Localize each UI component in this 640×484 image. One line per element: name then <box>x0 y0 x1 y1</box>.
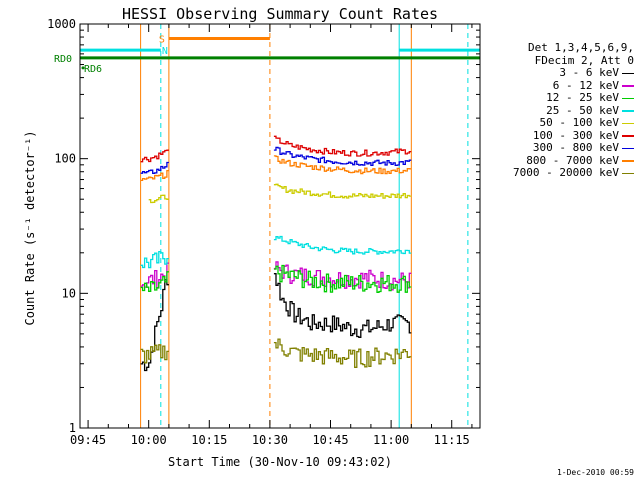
y-axis-label: Count Rate (s⁻¹ detector⁻¹) <box>23 130 37 325</box>
flag-label-s: S <box>159 35 165 46</box>
legend-entry-label: 3 - 6 keV <box>559 66 619 79</box>
y-tick-label-2: 100 <box>54 152 76 166</box>
legend-entry-label: 12 - 25 keV <box>546 91 619 104</box>
y-tick-label-0: 1 <box>69 421 76 435</box>
series-line-3-part-1 <box>273 235 412 255</box>
x-tick-label-3: 10:30 <box>252 433 288 447</box>
legend-header-line-1: Det 1,3,4,5,6,9, <box>528 41 634 54</box>
axes: 1 10 100 1000 09:45 10:00 10:15 10:30 10:45 11:00… <box>47 17 481 447</box>
legend-entry-label: 25 - 50 keV <box>546 103 619 117</box>
y-tick-label-1: 10 <box>62 286 76 300</box>
series-line-6-part-0 <box>140 161 169 174</box>
x-tick-label-0: 09:45 <box>70 433 106 447</box>
flag-bars: SN RD0 RD6 <box>54 35 480 75</box>
chart-title: HESSI Observing Summary Count Rates <box>122 5 438 23</box>
legend-entry-label: 100 - 300 keV <box>532 128 619 142</box>
legend-entry: 800 - 7000 keV <box>484 153 634 168</box>
series-lines <box>140 135 412 372</box>
plot-frame <box>79 23 481 429</box>
legend-entry: 6 - 12 keV <box>484 78 634 93</box>
series-line-1-part-0 <box>140 262 169 289</box>
legend-swatch <box>622 72 634 74</box>
legend-entry-label: 800 - 7000 keV <box>526 153 619 167</box>
series-line-5-part-1 <box>273 135 412 157</box>
legend-swatch <box>622 122 634 124</box>
series-line-4-part-0 <box>148 194 169 204</box>
legend-entry: 7000 - 20000 keV <box>484 166 634 180</box>
flag-label-rd6: RD6 <box>84 64 102 75</box>
series-line-0-part-1 <box>273 273 412 339</box>
series-line-6-part-1 <box>273 146 412 167</box>
legend-entry: 25 - 50 keV <box>484 103 634 118</box>
legend-entry: 100 - 300 keV <box>484 128 634 143</box>
x-tick-label-6: 11:15 <box>434 433 470 447</box>
generation-timestamp: 1-Dec-2010 00:59 <box>556 468 634 477</box>
flag-marker-rd6 <box>81 66 85 70</box>
x-tick-label-2: 10:15 <box>191 433 227 447</box>
legend-swatch <box>622 85 634 87</box>
time-markers <box>79 24 469 428</box>
legend-swatch <box>622 135 634 137</box>
legend-header-line-2: FDecim 2, Att 0 <box>534 53 634 67</box>
legend-entry-label: 50 - 100 keV <box>539 116 619 129</box>
legend-entry-label: 6 - 12 keV <box>552 78 619 92</box>
series-line-3-part-0 <box>140 250 169 269</box>
series-line-5-part-0 <box>140 149 169 163</box>
flag-label-rd0: RD0 <box>54 54 72 65</box>
legend-entries: 3 - 6 keV 6 - 12 keV 12 - 25 keV 25 - 50 ke… <box>484 66 634 180</box>
legend-swatch <box>622 147 634 149</box>
series-line-7-part-1 <box>273 155 412 175</box>
legend-entry-label: 7000 - 20000 keV <box>513 166 619 179</box>
series-line-8-part-1 <box>273 338 412 368</box>
legend-entry: 300 - 800 keV <box>484 141 634 155</box>
series-line-4-part-1 <box>273 183 412 199</box>
flag-label-n: N <box>162 46 168 57</box>
legend-entry: 50 - 100 keV <box>484 116 634 130</box>
x-tick-label-5: 11:00 <box>373 433 409 447</box>
y-tick-label-3: 1000 <box>47 17 76 31</box>
series-line-2-part-1 <box>273 264 412 293</box>
legend-entry: 12 - 25 keV <box>484 91 634 105</box>
series-line-8-part-0 <box>140 344 169 364</box>
legend-swatch <box>622 110 634 112</box>
series-line-2-part-0 <box>140 271 169 292</box>
legend-entry-label: 300 - 800 keV <box>532 141 619 154</box>
legend-swatch <box>622 160 634 162</box>
legend-swatch <box>622 172 634 174</box>
series-line-7-part-0 <box>140 169 169 182</box>
legend-entry: 3 - 6 keV <box>484 66 634 80</box>
series-line-0-part-0 <box>140 279 169 372</box>
x-tick-label-4: 10:45 <box>312 433 348 447</box>
legend-swatch <box>622 97 634 99</box>
x-tick-label-1: 10:00 <box>131 433 167 447</box>
x-axis-label: Start Time (30-Nov-10 09:43:02) <box>168 455 392 469</box>
legend: Det 1,3,4,5,6,9, FDecim 2, Att 0 3 - 6 k… <box>484 41 634 180</box>
